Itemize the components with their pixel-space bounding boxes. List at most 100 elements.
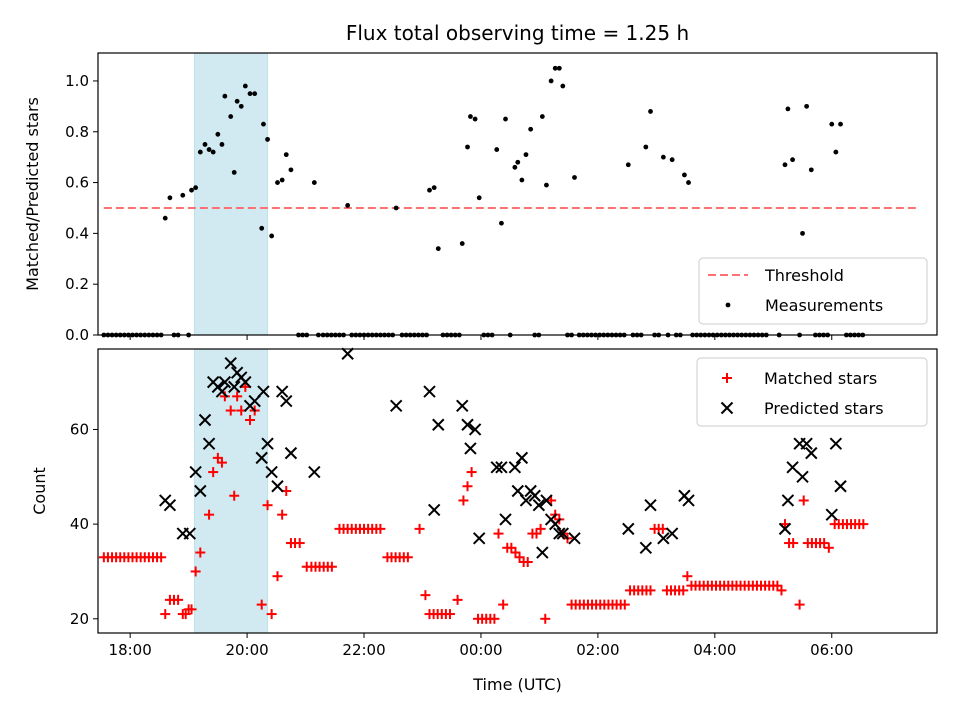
predicted-star-point [432, 418, 445, 431]
measurement-point [552, 65, 558, 71]
predicted-stars-points [159, 347, 847, 559]
predicted-star-point [825, 508, 838, 521]
measurement-point [669, 157, 675, 163]
chart-title: Flux total observing time = 1.25 h [346, 21, 689, 45]
matched-star-point [225, 405, 236, 416]
legend-predicted-swatch [720, 401, 734, 415]
predicted-star-point [536, 546, 549, 559]
measurement-point [269, 233, 275, 239]
measurement-point [519, 177, 525, 183]
predicted-star-point [834, 480, 847, 493]
predicted-star-point [519, 494, 533, 507]
measurement-point [283, 152, 289, 158]
measurement-point [162, 215, 168, 221]
matched-star-point [819, 538, 830, 549]
measurement-point [476, 195, 482, 201]
predicted-star-point [665, 527, 679, 540]
y-tick-label: 0.4 [65, 224, 89, 242]
predicted-star-point [682, 494, 695, 507]
predicted-star-point [508, 461, 522, 474]
measurement-point [393, 205, 399, 211]
matched-star-point [186, 604, 197, 615]
measurement-point [515, 159, 521, 165]
matched-star-point [195, 547, 206, 558]
matched-star-point [160, 609, 171, 620]
bottom-y-axis-label: Count [30, 467, 49, 515]
bottom-y-ticks: 20 40 60 [70, 420, 98, 628]
bottom-panel: 18:00 20:00 22:00 00:00 02:00 04:00 06:00 20 40… [30, 347, 938, 694]
predicted-star-point [423, 385, 436, 398]
predicted-star-point [456, 399, 469, 413]
matched-star-point [190, 566, 201, 577]
predicted-star-point [532, 498, 546, 512]
measurement-point [686, 180, 691, 185]
matched-star-point [776, 585, 787, 596]
matched-star-point [489, 613, 500, 624]
legend-x-mark [720, 401, 734, 415]
highlight-span [193, 348, 269, 634]
matched-star-point [858, 519, 869, 530]
measurement-point [435, 246, 441, 252]
y-tick-label: 0.6 [65, 174, 89, 192]
top-panel: 0.0 0.2 0.4 0.6 0.8 1.0 Flux total observing … [23, 21, 938, 344]
measurement-point [494, 147, 500, 152]
measurement-point [548, 78, 554, 84]
measurement-point [682, 172, 687, 178]
matched-star-point [204, 509, 215, 520]
predicted-star-point [341, 347, 354, 360]
measurement-point [219, 142, 225, 147]
predicted-star-point [781, 494, 795, 507]
predicted-star-point [461, 418, 474, 431]
matched-star-point [798, 495, 809, 506]
predicted-star-point [218, 375, 232, 389]
measurement-point [242, 83, 248, 89]
matched-star-point [452, 594, 463, 605]
measurement-point [193, 185, 199, 191]
x-axis-label: Time (UTC) [472, 675, 561, 694]
matched-star-point [326, 561, 337, 572]
measurement-point [234, 98, 240, 104]
predicted-star-point [796, 470, 809, 484]
bottom-x-ticks: 18:00 20:00 22:00 00:00 02:00 04:00 06:00 [109, 633, 853, 659]
measurement-point [288, 167, 294, 173]
measurement-point [261, 121, 266, 127]
measurement-point [560, 83, 566, 89]
matched-star-point [645, 585, 656, 596]
measurement-point [468, 114, 473, 119]
x-tick-label: 18:00 [109, 641, 152, 659]
predicted-star-point [472, 532, 486, 545]
measurement-point [660, 154, 666, 160]
measurement-point [265, 136, 270, 142]
matched-star-point [277, 509, 288, 520]
bottom-legend: Matched stars Predicted stars [696, 357, 928, 427]
measurement-point [311, 180, 317, 185]
predicted-star-point [495, 461, 508, 474]
matched-stars-points [98, 381, 869, 624]
matched-star-point [232, 391, 243, 402]
measurement-point [259, 225, 265, 231]
predicted-star-point [657, 532, 670, 545]
matched-star-point [208, 467, 219, 478]
x-tick-label: 06:00 [810, 641, 853, 659]
measurement-point [228, 114, 234, 119]
matched-star-point [256, 599, 267, 610]
legend-matched-swatch [722, 373, 732, 383]
highlight-span [193, 52, 269, 336]
y-tick-label: 0.2 [65, 275, 89, 293]
y-tick-label: 20 [70, 610, 89, 628]
measurement-point [231, 170, 237, 175]
measurement-point [202, 142, 208, 147]
predicted-star-point [490, 461, 503, 474]
predicted-star-point [198, 413, 212, 427]
x-tick-label: 22:00 [342, 641, 385, 659]
matched-star-point [420, 590, 431, 601]
measurement-point [556, 65, 562, 71]
matched-star-point [678, 585, 689, 596]
predicted-star-point [427, 503, 441, 517]
measurement-point [829, 121, 835, 127]
predicted-star-point [308, 465, 321, 479]
matched-star-point [444, 609, 455, 620]
matched-star-point [794, 599, 805, 610]
top-panel-frame [97, 52, 938, 336]
